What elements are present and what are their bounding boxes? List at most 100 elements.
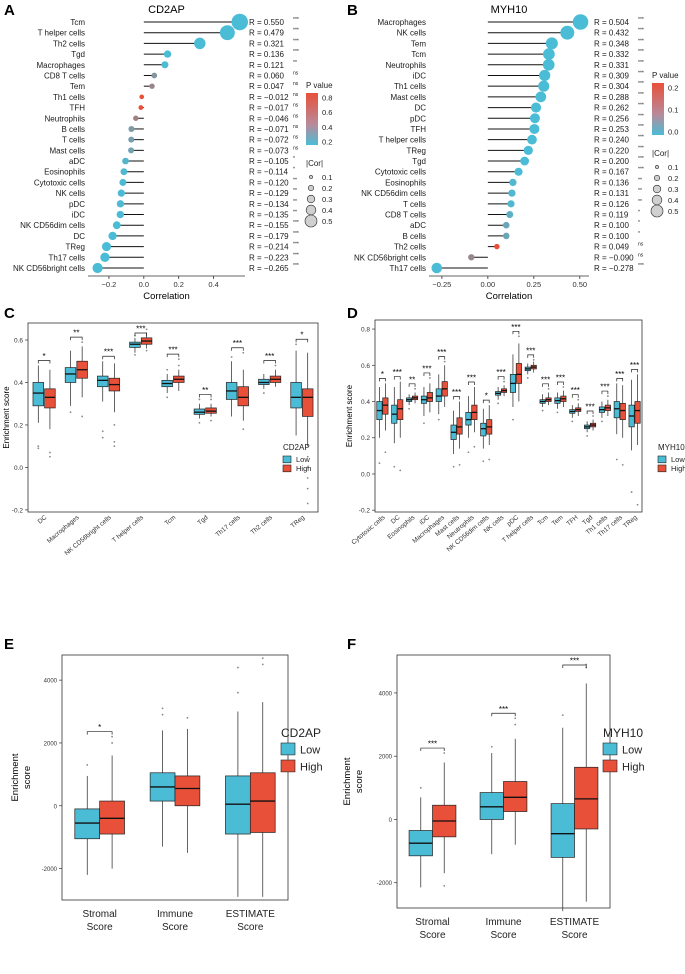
row-label: Neutrophils [45, 114, 85, 123]
r-value-label: R = 0.253 [594, 125, 629, 134]
x-tick-label: 0.00 [481, 280, 496, 289]
lollipop-dot [538, 80, 550, 92]
x-tick-label: Stromal [82, 909, 116, 920]
high-outlier-point [592, 415, 594, 417]
significance-label: *** [511, 323, 520, 332]
lollipop-dot [139, 94, 145, 100]
legend-cor-circle [650, 204, 664, 218]
low-outlier-point [601, 420, 603, 423]
x-axis-title: Correlation [143, 291, 189, 302]
x-tick-label: TReg [622, 514, 639, 530]
y-tick-label: -2000 [42, 867, 58, 873]
low-box [290, 382, 302, 409]
r-value-label: R = −0.090 [594, 253, 634, 262]
significance-bracket [557, 381, 564, 386]
r-value-label: R = −0.179 [249, 232, 289, 241]
y-tick-label: 4000 [44, 679, 58, 685]
row-label: Tgd [412, 157, 426, 166]
high-outlier-point [488, 458, 491, 461]
significance-label: *** [104, 348, 113, 357]
significance-label: ** [293, 199, 297, 205]
row-label: iDC [413, 71, 427, 80]
plot-frame [396, 654, 611, 909]
low-box [479, 792, 504, 820]
significance-label: * [43, 352, 46, 361]
r-value-label: R = −0.073 [249, 146, 289, 155]
low-outlier-point [230, 356, 233, 358]
legend-swatch [280, 759, 296, 773]
row-label: Tcm [70, 18, 85, 27]
x-tick-label: Tcm [164, 514, 178, 527]
significance-label: *** [428, 740, 437, 749]
significance-bracket [631, 368, 638, 373]
significance-bracket [497, 376, 505, 380]
x-tick-label: T helper cells [111, 514, 146, 545]
row-label: pDC [69, 200, 85, 209]
high-outlier-point [145, 328, 148, 331]
significance-bracket [70, 336, 83, 341]
legend-swatch [602, 759, 618, 773]
high-box [302, 388, 314, 417]
low-outlier-point [101, 430, 104, 433]
high-outlier-point [443, 884, 446, 887]
row-label: Macrophages [378, 18, 426, 27]
plot-frame [374, 319, 643, 513]
significance-bracket [408, 383, 416, 387]
lollipop-dot [163, 50, 172, 58]
legend-swatch [602, 742, 618, 756]
significance-label: *** [293, 252, 299, 258]
significance-label: *** [293, 49, 299, 55]
significance-label: ns [293, 70, 299, 76]
high-outlier-point [49, 451, 51, 454]
legend-title: CD2AP [283, 443, 310, 452]
legend-cor-circle [653, 175, 660, 182]
y-axis-title-group: Enrichment score [10, 753, 33, 801]
x-tick-label: Score [561, 930, 588, 941]
significance-label: *** [638, 124, 644, 130]
significance-label: *** [638, 81, 644, 87]
lollipop-dot [494, 243, 500, 250]
high-box [174, 775, 201, 807]
row-label: Eosinophils [385, 178, 426, 187]
panel-label: A [4, 2, 15, 19]
legend-cor-tick: 0.1 [322, 173, 332, 182]
significance-label: *** [630, 361, 639, 370]
significance-bracket [393, 376, 401, 380]
lollipop-dot [128, 136, 135, 143]
significance-label: *** [585, 403, 594, 412]
y-tick-label: 0.2 [361, 435, 370, 442]
panel-label: B [347, 2, 358, 19]
legend-cor-tick: 0.1 [668, 163, 678, 172]
row-label: T cells [62, 136, 85, 145]
lollipop-dot [100, 252, 110, 262]
lollipop-dot [529, 113, 540, 124]
low-outlier-point [561, 714, 564, 716]
low-outlier-point [556, 411, 559, 414]
x-tick-label: TFH [565, 514, 579, 528]
row-label: NK cells [397, 29, 426, 38]
r-value-label: R = −0.214 [249, 243, 289, 252]
legend-cor-tick: 0.2 [668, 174, 678, 183]
significance-label: ns [293, 81, 299, 87]
x-tick-label: 0.25 [527, 280, 542, 289]
lollipop-dot [514, 167, 523, 176]
legend-cor-circle [309, 175, 313, 179]
low-box [74, 808, 101, 840]
lollipop-dot [161, 61, 169, 69]
significance-label: ns [293, 113, 299, 119]
low-outlier-point [69, 411, 72, 414]
high-box [634, 401, 641, 424]
high-outlier-point [458, 464, 461, 466]
legend-title: MYH10 [658, 443, 685, 452]
lollipop-dot [560, 25, 575, 40]
legend-pvalue-tick: 0.6 [322, 108, 332, 117]
high-outlier-point [384, 451, 387, 454]
x-tick-label: Score [490, 930, 517, 941]
legend-cor-tick: 0.3 [668, 185, 678, 194]
legend-title: CD2AP [281, 726, 321, 740]
lollipop-dot [219, 25, 235, 41]
legend-label: Low [300, 745, 320, 757]
r-value-label: R = 0.100 [594, 232, 629, 241]
y-tick-label: 0.4 [14, 380, 23, 387]
significance-label: *** [293, 231, 299, 237]
